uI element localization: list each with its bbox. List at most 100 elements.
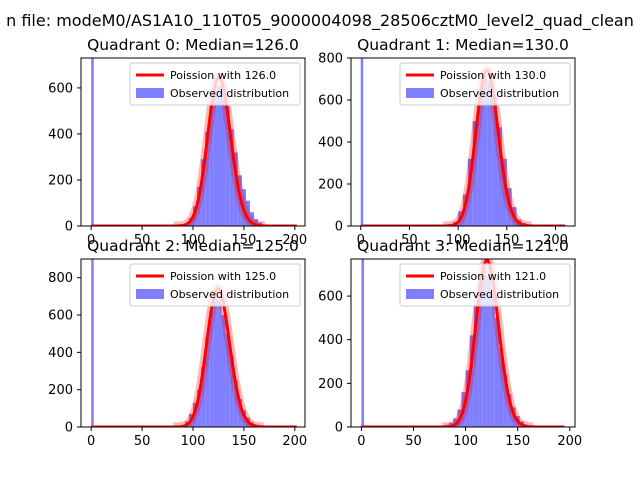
x-tick-label: 50: [134, 233, 151, 248]
y-tick-label: 200: [48, 173, 73, 188]
y-tick-label: 800: [318, 52, 343, 67]
histogram-bar: [501, 158, 507, 226]
histogram-bar-spike: [360, 58, 364, 226]
histogram-bar: [201, 367, 206, 427]
histogram-bar: [487, 81, 493, 226]
legend-bar-label: Observed distribution: [440, 87, 559, 100]
legend-bar-swatch: [406, 88, 434, 98]
y-tick-label: 400: [318, 136, 343, 151]
x-tick-label: 150: [231, 233, 256, 248]
histogram-bar: [205, 337, 210, 427]
legend-line-label: Poission with 126.0: [170, 69, 276, 82]
x-tick-label: 150: [505, 434, 530, 449]
histogram-bar: [205, 131, 210, 226]
histogram-bar: [472, 121, 478, 226]
histogram-bar: [233, 380, 238, 427]
legend-bar-swatch: [136, 289, 164, 299]
figure-suptitle: n file: modeM0/AS1A10_110T05_9000004098_…: [6, 11, 634, 31]
legend-line-label: Poission with 125.0: [170, 270, 276, 283]
histogram-bar: [217, 85, 222, 226]
histogram-bar: [254, 219, 259, 226]
quadrant-title: Quadrant 0: Median=126.0: [87, 36, 299, 54]
histogram-bar: [497, 127, 502, 226]
y-tick-label: 600: [318, 94, 343, 109]
poisson-fit-halo: [437, 259, 538, 427]
histogram-bar: [494, 317, 499, 427]
x-tick-label: 100: [446, 233, 471, 248]
histogram-bar: [490, 293, 495, 427]
legend-line-label: Poission with 121.0: [440, 270, 546, 283]
histogram-bar: [237, 399, 242, 427]
y-tick-label: 400: [48, 346, 73, 361]
y-tick-label: 0: [335, 421, 343, 436]
y-tick-label: 600: [48, 81, 73, 96]
histogram-bar: [197, 186, 202, 226]
histogram-bar: [221, 87, 226, 226]
x-tick-label: 150: [494, 233, 519, 248]
histogram-bar: [250, 212, 255, 226]
histogram-bar: [473, 304, 479, 427]
axes-frame: [350, 258, 576, 428]
histogram-bar: [498, 348, 504, 427]
x-tick-label: 200: [543, 233, 568, 248]
y-tick-label: 0: [335, 220, 343, 235]
histogram-bar: [463, 194, 468, 226]
histogram-bar: [245, 200, 251, 226]
quadrant-title: Quadrant 2: Median=125.0: [87, 237, 299, 255]
histogram-bar: [467, 158, 473, 226]
x-tick-label: 200: [557, 434, 582, 449]
legend-bar-label: Observed distribution: [170, 288, 289, 301]
x-tick-label: 100: [181, 233, 206, 248]
histogram-bar-spike: [91, 259, 94, 427]
histogram-bar: [201, 159, 206, 226]
quadrant-0-panel: 0 50 100 150 200 0 200 400 600 Quadrant 0: Median…: [48, 36, 307, 248]
histogram-bar-spike: [361, 259, 365, 427]
histogram-bar: [221, 315, 226, 427]
histogram-bar: [477, 91, 483, 226]
quadrant-title: Quadrant 3: Median=121.0: [357, 237, 569, 255]
legend-box: [399, 263, 571, 307]
legend-box: [129, 263, 301, 307]
legend-bar-swatch: [406, 289, 434, 299]
histogram-bar: [213, 90, 218, 226]
histogram-bar: [482, 79, 488, 226]
y-tick-label: 600: [318, 290, 343, 305]
histogram-bar: [229, 129, 234, 226]
quadrant-3-panel: 0 50 100 150 200 0 200 400 600 Quadrant 3: Median…: [318, 237, 582, 449]
histogram-bar: [482, 269, 487, 427]
histogram-bar: [453, 418, 458, 427]
histogram-bar: [225, 106, 230, 226]
histogram-bar: [229, 356, 234, 427]
histogram-bar: [233, 152, 238, 226]
histogram-bar: [492, 95, 498, 226]
x-tick-label: 100: [453, 434, 478, 449]
x-tick-label: 0: [87, 434, 95, 449]
legend-box: [399, 62, 571, 106]
y-tick-label: 0: [65, 220, 73, 235]
x-tick-label: 50: [401, 233, 418, 248]
histogram-bar: [507, 394, 512, 427]
legend-box: [129, 62, 301, 106]
legend-bar-label: Observed distribution: [170, 87, 289, 100]
histogram-bar: [217, 300, 222, 427]
legend-line-label: Poission with 130.0: [440, 69, 546, 82]
histogram-bar: [486, 276, 491, 427]
histogram-bar: [209, 311, 214, 427]
y-tick-label: 600: [48, 309, 73, 324]
x-tick-label: 200: [282, 233, 307, 248]
legend-bar-label: Observed distribution: [440, 288, 559, 301]
histogram-bar: [478, 283, 483, 427]
x-tick-label: 0: [87, 233, 95, 248]
y-tick-label: 200: [48, 383, 73, 398]
quadrant-1-panel: 0 50 100 150 200 0 200 400 600 800 Quadrant 1: Med…: [318, 36, 576, 248]
histogram-bar: [209, 106, 214, 226]
histogram-bar: [197, 389, 202, 427]
histogram-bar: [465, 370, 470, 427]
y-tick-label: 400: [318, 333, 343, 348]
histogram-bar: [503, 374, 508, 427]
histogram-bar: [193, 206, 198, 226]
x-tick-label: 50: [134, 434, 151, 449]
x-tick-label: 50: [405, 434, 422, 449]
histogram-bar: [469, 335, 474, 427]
